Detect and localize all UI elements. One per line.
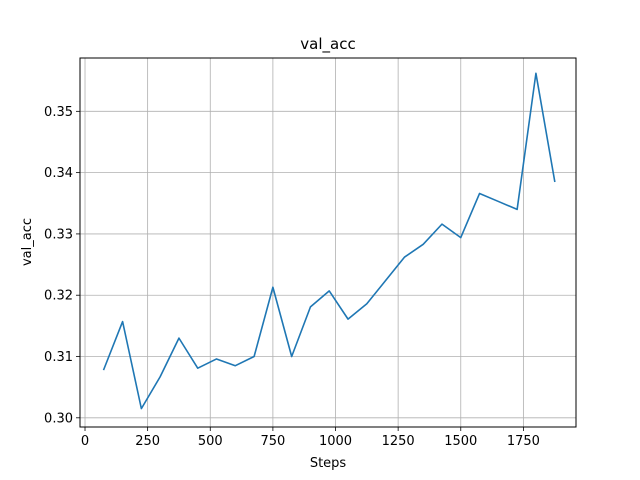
x-axis: 0 250 500 750 1000 1250 1500 1750 [81, 427, 540, 449]
y-axis-label: val_acc [20, 218, 35, 266]
series-line-val-acc [102, 72, 556, 410]
x-tick-label: 500 [198, 434, 223, 449]
x-tick-label: 1000 [319, 434, 352, 449]
y-tick-label: 0.34 [44, 166, 73, 181]
plot-frame [79, 57, 577, 428]
series-layer [102, 72, 556, 410]
y-axis: 0.30 0.31 0.32 0.33 0.34 0.35 [44, 105, 80, 426]
x-tick-label: 750 [260, 434, 285, 449]
x-tick-label: 250 [135, 434, 160, 449]
y-tick-label: 0.33 [44, 227, 73, 242]
chart-title: val_acc [300, 35, 355, 54]
x-tick-label: 0 [81, 434, 89, 449]
x-tick-label: 1750 [507, 434, 540, 449]
x-tick-label: 1250 [382, 434, 415, 449]
grid [80, 58, 576, 427]
y-tick-label: 0.30 [44, 411, 73, 426]
x-axis-label: Steps [310, 456, 347, 471]
y-tick-label: 0.31 [44, 350, 73, 365]
y-tick-label: 0.35 [44, 105, 73, 120]
y-tick-label: 0.32 [44, 289, 73, 304]
x-tick-label: 1500 [444, 434, 477, 449]
